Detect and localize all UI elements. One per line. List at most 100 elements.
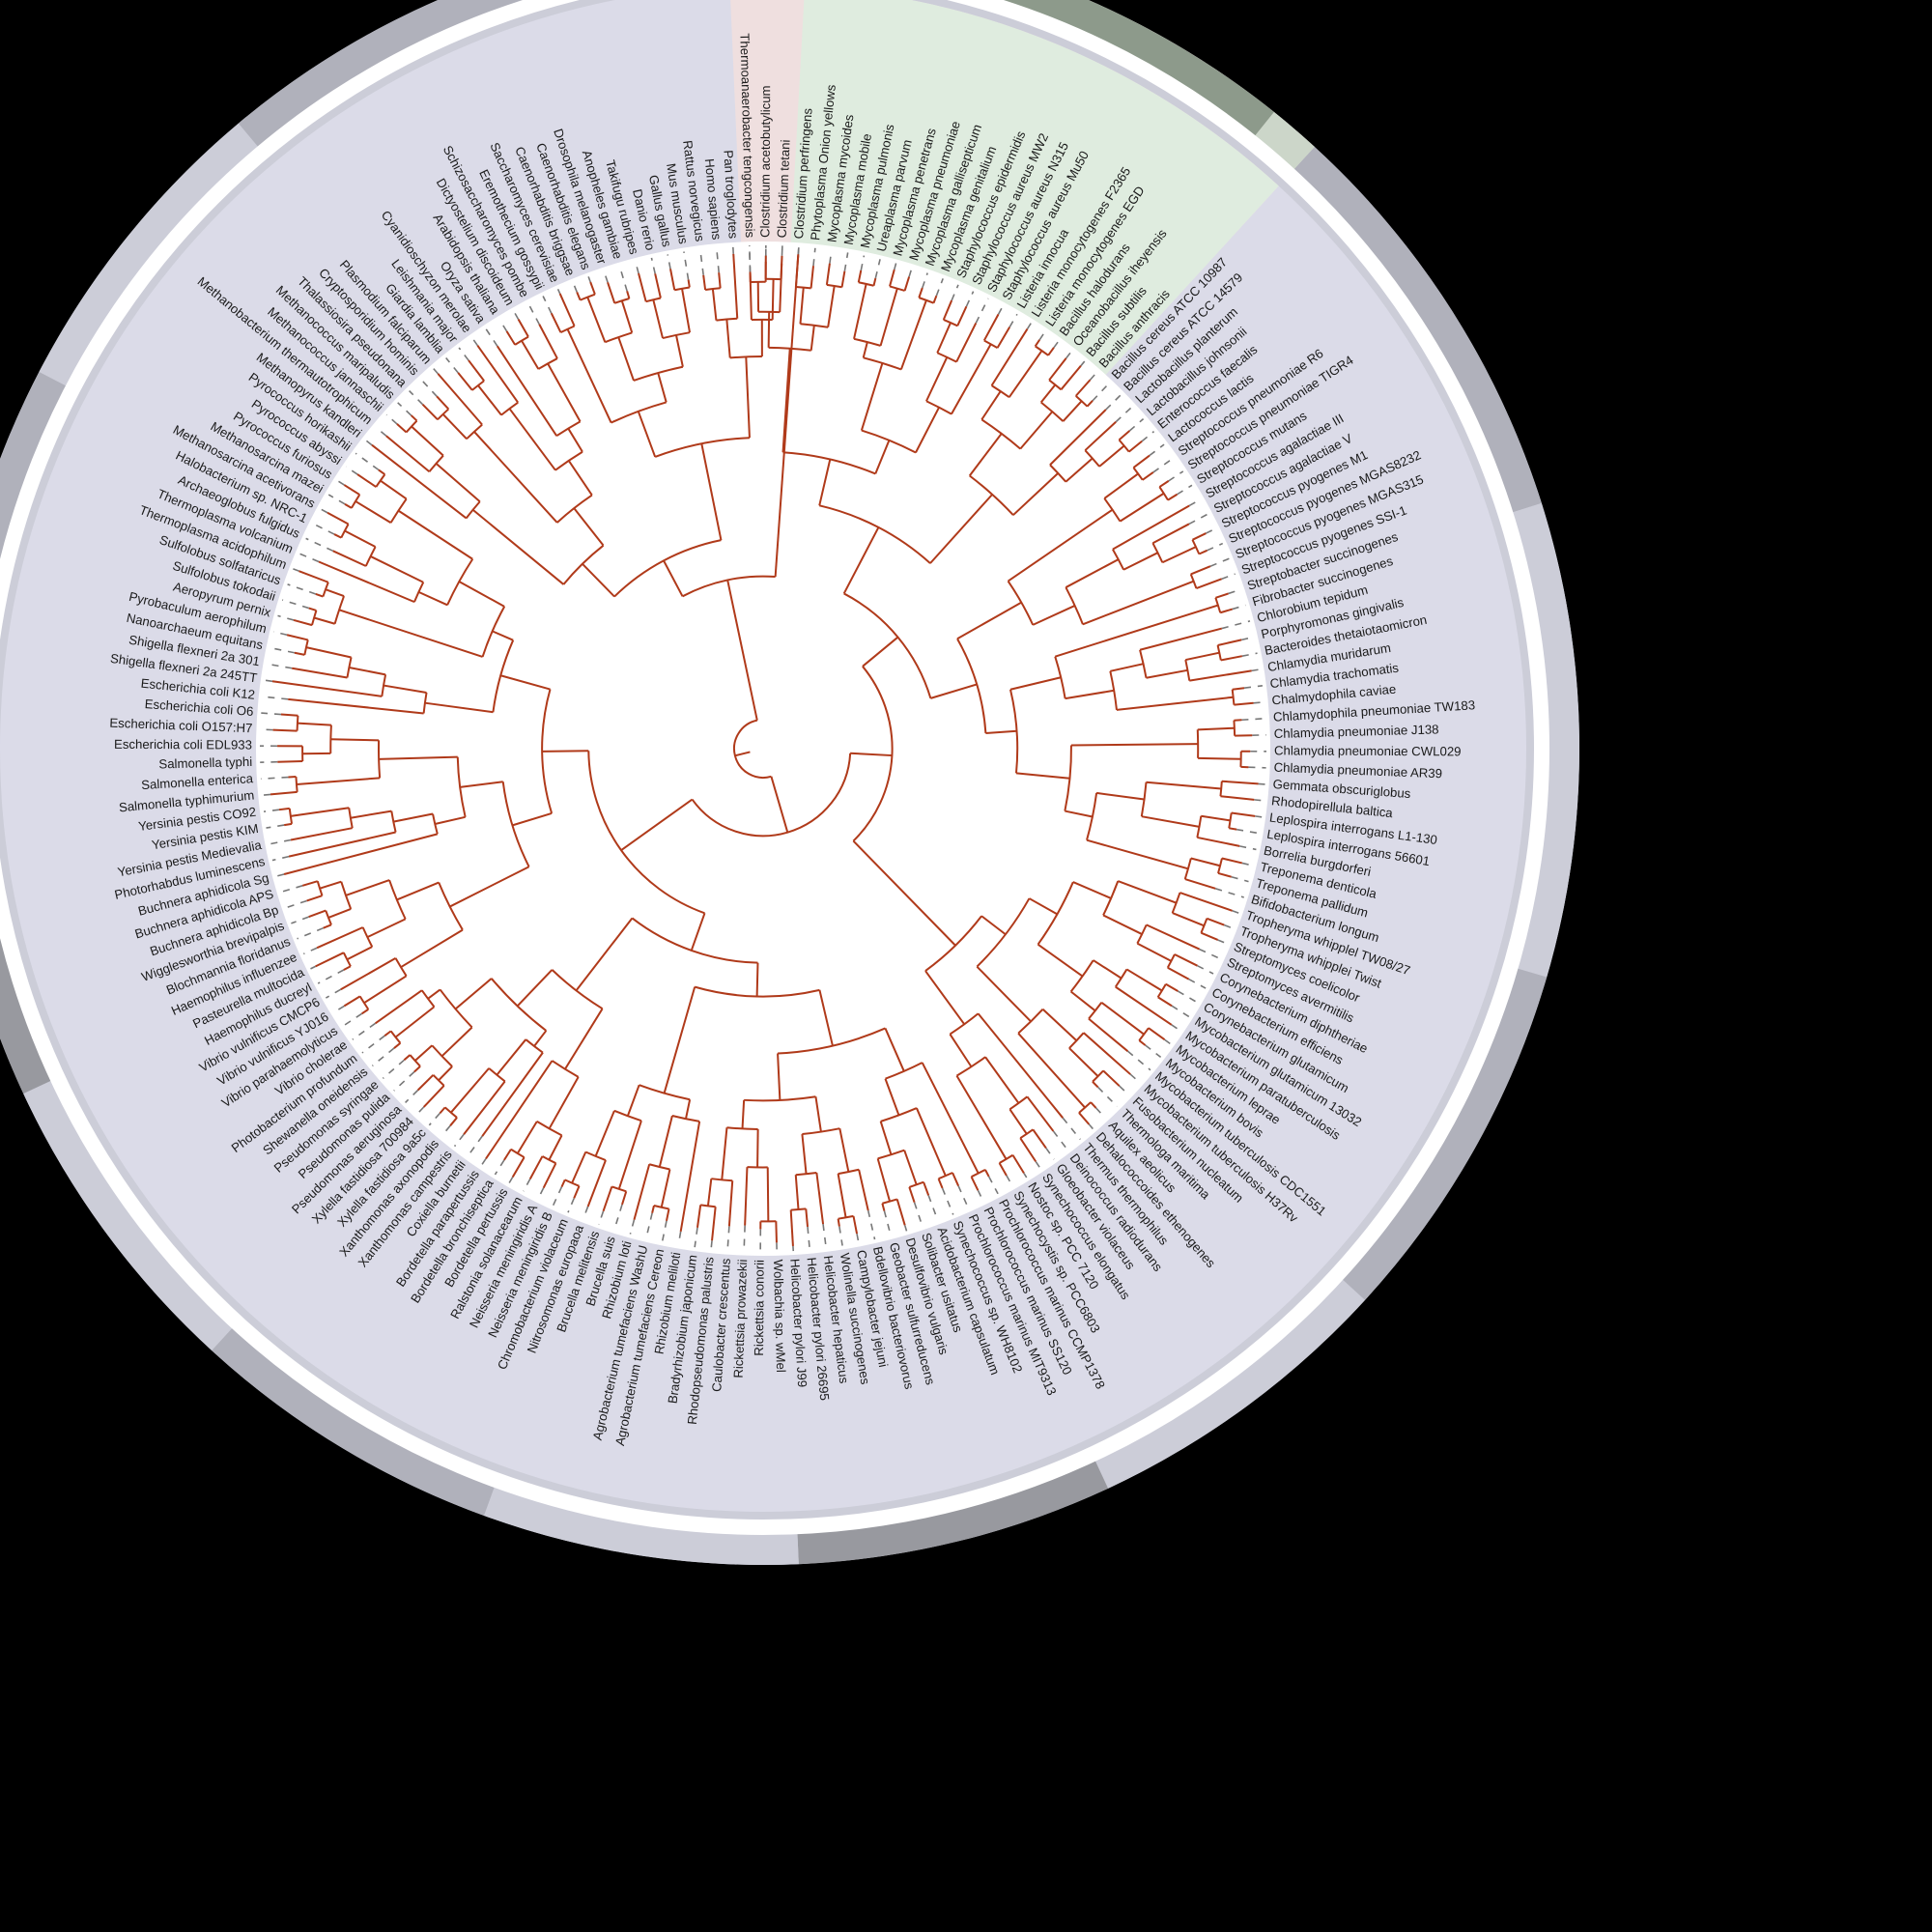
tree-branch-radial: [949, 1034, 973, 1067]
tree-branch-radial: [794, 1175, 800, 1210]
taxon-label: Escherichia coli O157:H7: [109, 716, 253, 736]
tree-branch-radial: [770, 776, 789, 833]
tip-connector: [694, 1227, 698, 1248]
tree-branch-radial: [499, 674, 551, 691]
tree-branch-radial: [925, 356, 949, 402]
tree-branch-radial: [990, 328, 1029, 386]
tip-connector: [1232, 910, 1239, 914]
tip-connector: [287, 583, 317, 595]
tree-branch-arc: [648, 1163, 670, 1171]
tree-branch-radial: [292, 667, 348, 679]
tip-connector: [1097, 1086, 1118, 1107]
tip-connector: [567, 1198, 575, 1213]
tree-branch-arc: [501, 781, 530, 867]
tip-connector: [336, 479, 345, 486]
tree-branch-radial: [1189, 669, 1252, 682]
tree-branch-radial: [1074, 379, 1092, 397]
tree-branch-radial: [998, 1162, 1008, 1177]
tree-branch-arc: [329, 724, 332, 753]
tip-connector: [393, 1070, 415, 1092]
tree-branch-arc: [295, 776, 298, 792]
taxon-label: Chlamydia pneumoniae J138: [1274, 722, 1439, 741]
tree-branch-arc: [1086, 792, 1098, 840]
tip-connector: [273, 631, 288, 637]
tree-branch-radial: [777, 1053, 781, 1100]
tree-branch-radial: [881, 1203, 886, 1211]
tip-connector: [726, 1226, 730, 1251]
tip-connector: [1177, 990, 1199, 1004]
tree-branch-radial: [1017, 1032, 1086, 1109]
tree-branch-radial: [1115, 985, 1173, 1026]
tip-connector: [333, 1005, 345, 1013]
tree-branch-radial: [1065, 689, 1115, 700]
tree-branch-arc: [861, 429, 917, 454]
ring-segment-18: [1250, 111, 1315, 175]
tree-branch-radial: [1009, 676, 1062, 691]
tree-branch-radial: [818, 989, 834, 1046]
tree-branch-radial: [1011, 1154, 1025, 1174]
tree-branch-radial: [396, 423, 408, 434]
tree-branch-radial: [637, 411, 657, 458]
taxon-label: Salmonella typhi: [158, 754, 252, 772]
tip-connector: [262, 793, 271, 797]
tree-branch-radial: [294, 651, 305, 656]
tree-branch-radial: [700, 443, 723, 541]
tip-connector: [458, 347, 469, 361]
tip-connector: [1217, 939, 1228, 945]
tip-connector: [1241, 652, 1258, 657]
tree-branch-radial: [1165, 982, 1179, 992]
tree-branch-radial: [921, 1062, 980, 1175]
tree-branch-radial: [589, 281, 596, 296]
tip-connector: [1199, 948, 1221, 960]
tree-branch-radial: [626, 1084, 640, 1117]
tree-branch-radial: [815, 1172, 825, 1225]
tree-branch-arc: [976, 897, 1031, 968]
tip-connector: [913, 1202, 923, 1227]
tree-branch-arc: [413, 582, 425, 603]
tree-branch-radial: [1098, 444, 1125, 468]
tree-branch-radial: [356, 473, 377, 488]
ring-segment-12: [0, 371, 73, 595]
taxon-label: Escherichia coli EDL933: [114, 737, 252, 753]
tree-branch-radial: [706, 1179, 713, 1207]
tip-connector: [325, 988, 342, 999]
tree-branch-radial: [350, 810, 392, 819]
tree-branch-arc: [925, 400, 952, 415]
tree-branch-radial: [383, 684, 427, 694]
tree-branch-radial: [1009, 1108, 1028, 1135]
tree-branch-radial: [956, 305, 968, 327]
tree-branch-arc: [420, 989, 436, 1008]
tip-connector: [860, 255, 866, 271]
tree-branch-radial: [1065, 457, 1094, 483]
tree-branch-radial: [687, 279, 691, 288]
tree-branch-arc: [375, 473, 386, 488]
tree-branch-radial: [435, 815, 466, 825]
tree-branch-radial: [427, 988, 441, 1000]
tree-branch-radial: [674, 334, 684, 367]
tree-branch-radial: [1132, 454, 1151, 469]
tree-branch-radial: [727, 1180, 734, 1227]
tree-branch-radial: [400, 928, 464, 969]
tree-branch-radial: [1220, 795, 1255, 801]
tree-branch-arc: [562, 544, 605, 585]
tree-branch-radial: [1201, 931, 1219, 941]
tree-branch-radial: [1095, 791, 1145, 801]
tree-branch-radial: [837, 1218, 840, 1227]
tip-connector: [629, 1219, 636, 1235]
tree-branch-radial: [567, 460, 593, 497]
tree-branch-arc: [551, 969, 604, 1010]
tip-connector: [883, 1210, 892, 1236]
tree-branch-radial: [1026, 1095, 1055, 1132]
tree-branch-radial: [1012, 472, 1059, 516]
tree-branch-radial: [1138, 1039, 1147, 1046]
tree-branch-radial: [879, 288, 898, 347]
tree-branch-radial: [805, 1208, 810, 1228]
tree-branch-radial: [333, 533, 342, 539]
tree-branch-radial: [411, 414, 418, 422]
tree-branch-radial: [393, 1042, 402, 1049]
taxon-label: Rickettsia conorii: [752, 1260, 767, 1356]
tree-branch-radial: [970, 1176, 980, 1191]
tree-branch-radial: [1041, 1008, 1078, 1041]
tip-connector: [277, 614, 295, 621]
tip-connector: [1228, 588, 1241, 595]
